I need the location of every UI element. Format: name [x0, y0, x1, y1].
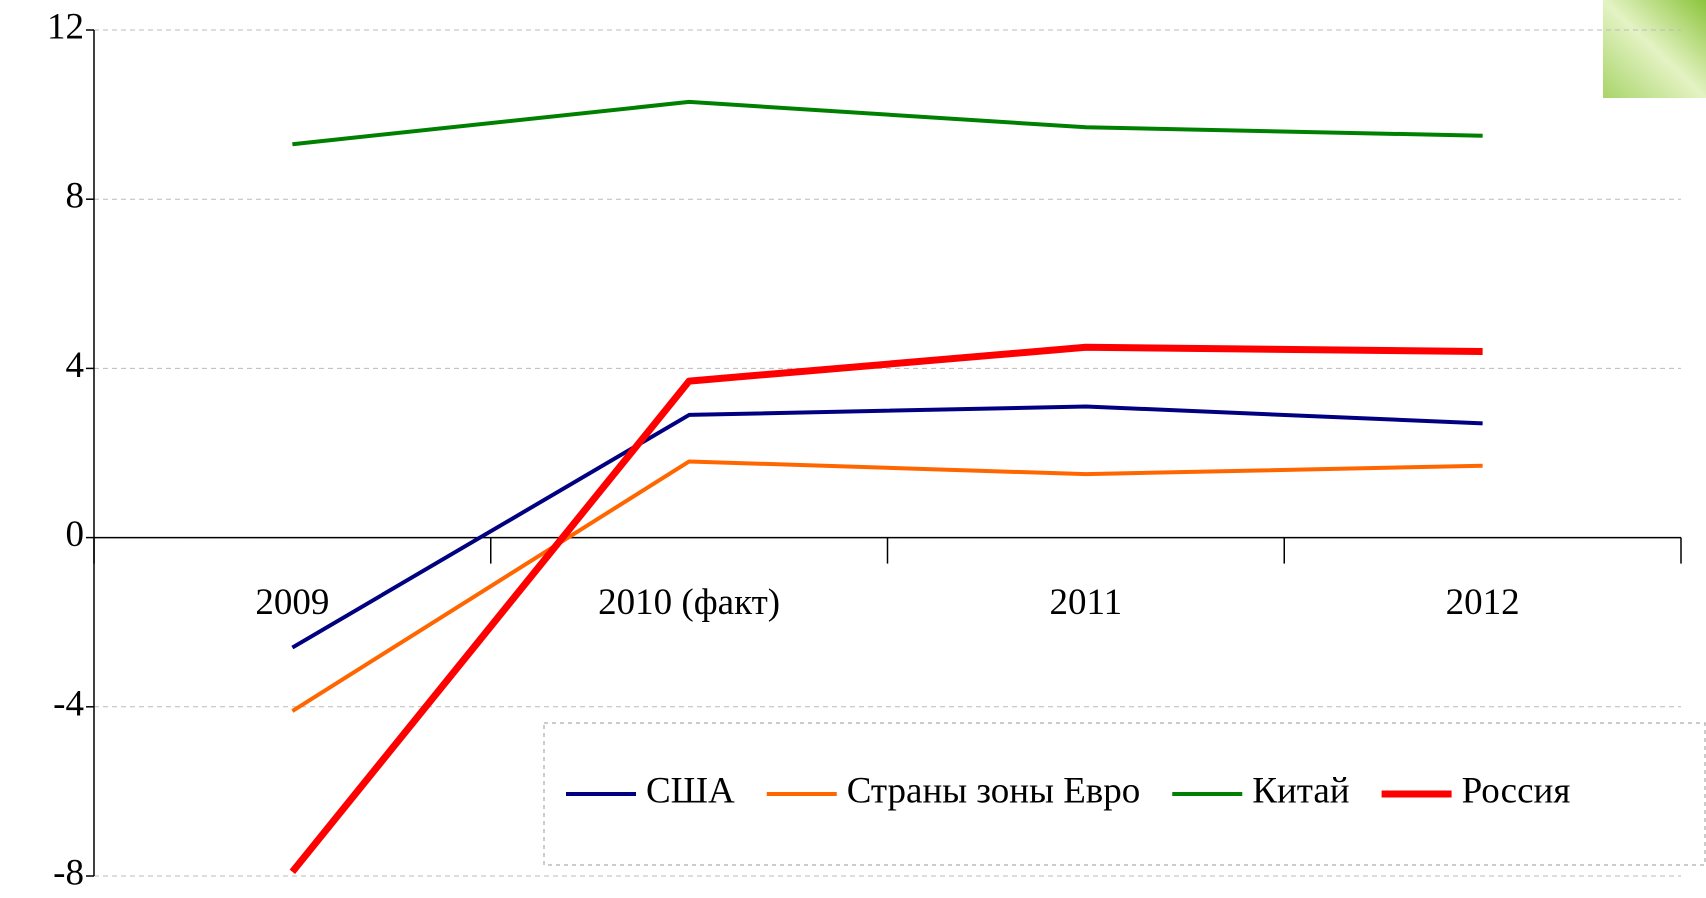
x-tick-label: 2011: [1050, 582, 1123, 623]
decoration: [1603, 0, 1706, 98]
legend-label: Китай: [1252, 770, 1349, 811]
y-tick-label: 12: [47, 6, 84, 47]
x-tick-label: 2009: [255, 582, 329, 623]
x-tick-label: 2010 (факт): [598, 582, 780, 623]
y-tick-label: 4: [66, 345, 85, 386]
y-tick-label: 0: [66, 514, 85, 555]
series-line: [291, 404, 1483, 650]
series-line: [289, 343, 1483, 874]
x-tick-label: 2012: [1446, 582, 1520, 623]
legend-label: Россия: [1462, 770, 1571, 811]
y-tick-label: -8: [53, 852, 84, 893]
legend-label: Страны зоны Евро: [847, 770, 1141, 811]
series-line: [291, 459, 1483, 713]
legend-label: США: [646, 770, 735, 811]
y-tick-label: -4: [53, 683, 84, 724]
y-tick-label: 8: [66, 176, 85, 217]
series-line: [292, 99, 1483, 147]
legend-box: [543, 722, 1706, 866]
